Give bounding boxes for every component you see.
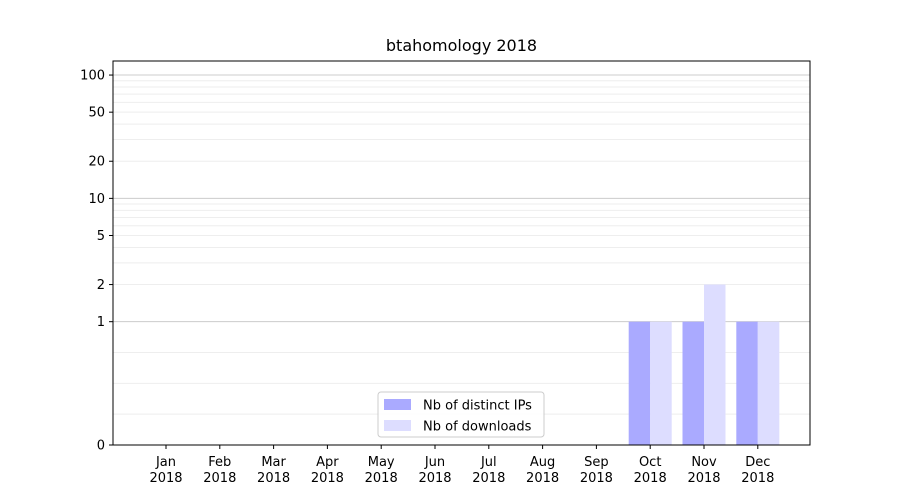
y-tick-label: 2 [97, 278, 105, 293]
bar-downloads [704, 284, 726, 445]
legend: Nb of distinct IPs Nb of downloads [377, 391, 545, 438]
x-tick-label-year: 2018 [365, 471, 398, 486]
x-tick-label-year: 2018 [526, 471, 559, 486]
legend-box [377, 391, 545, 438]
legend-label: Nb of downloads [423, 420, 532, 435]
y-tick-label: 1 [97, 315, 105, 330]
x-tick-label-year: 2018 [203, 471, 236, 486]
bar-downloads [757, 321, 780, 445]
x-tick-label-month: May [368, 455, 395, 470]
x-tick-label-month: Oct [639, 455, 661, 470]
chart-title: btahomology 2018 [386, 36, 537, 55]
legend-swatch [384, 420, 411, 431]
y-tick-label: 10 [88, 192, 105, 207]
x-tick-label-year: 2018 [741, 471, 774, 486]
x-tick-label-year: 2018 [687, 471, 720, 486]
y-tick-label: 20 [88, 155, 105, 170]
bar-distinct-ips [682, 321, 704, 445]
bar-distinct-ips [628, 321, 651, 445]
x-tick-label-month: Jul [480, 455, 497, 470]
x-axis: Jan2018Feb2018Mar2018Apr2018May2018Jun20… [149, 445, 774, 486]
y-tick-label: 100 [80, 69, 105, 84]
bar-distinct-ips [736, 321, 758, 445]
x-tick-label-month: Jan [155, 455, 176, 470]
y-axis: 0 1 2 5 10 20 50 100 [80, 69, 113, 454]
grid-lines [113, 74, 810, 415]
x-tick-label-year: 2018 [311, 471, 344, 486]
x-tick-label-year: 2018 [580, 471, 613, 486]
bars [628, 284, 780, 445]
y-tick-label: 50 [88, 106, 105, 121]
x-tick-label-year: 2018 [149, 471, 182, 486]
x-tick-label-year: 2018 [257, 471, 290, 486]
x-tick-label-month: Mar [261, 455, 286, 470]
y-tick-label: 5 [97, 229, 105, 244]
y-tick-label: 0 [97, 439, 105, 454]
x-tick-label-month: Apr [316, 455, 339, 470]
legend-label: Nb of distinct IPs [423, 399, 532, 414]
x-tick-label-month: Aug [530, 455, 555, 470]
x-tick-label-month: Dec [745, 455, 770, 470]
x-tick-label-month: Nov [691, 455, 717, 470]
x-tick-label-year: 2018 [472, 471, 505, 486]
x-tick-label-month: Jun [424, 455, 445, 470]
plot-area-frame [112, 60, 811, 446]
x-tick-label-month: Sep [584, 455, 609, 470]
x-tick-label-year: 2018 [634, 471, 667, 486]
bar-downloads [650, 321, 672, 445]
x-tick-label-year: 2018 [418, 471, 451, 486]
legend-swatch [384, 399, 411, 410]
x-tick-label-month: Feb [208, 455, 231, 470]
